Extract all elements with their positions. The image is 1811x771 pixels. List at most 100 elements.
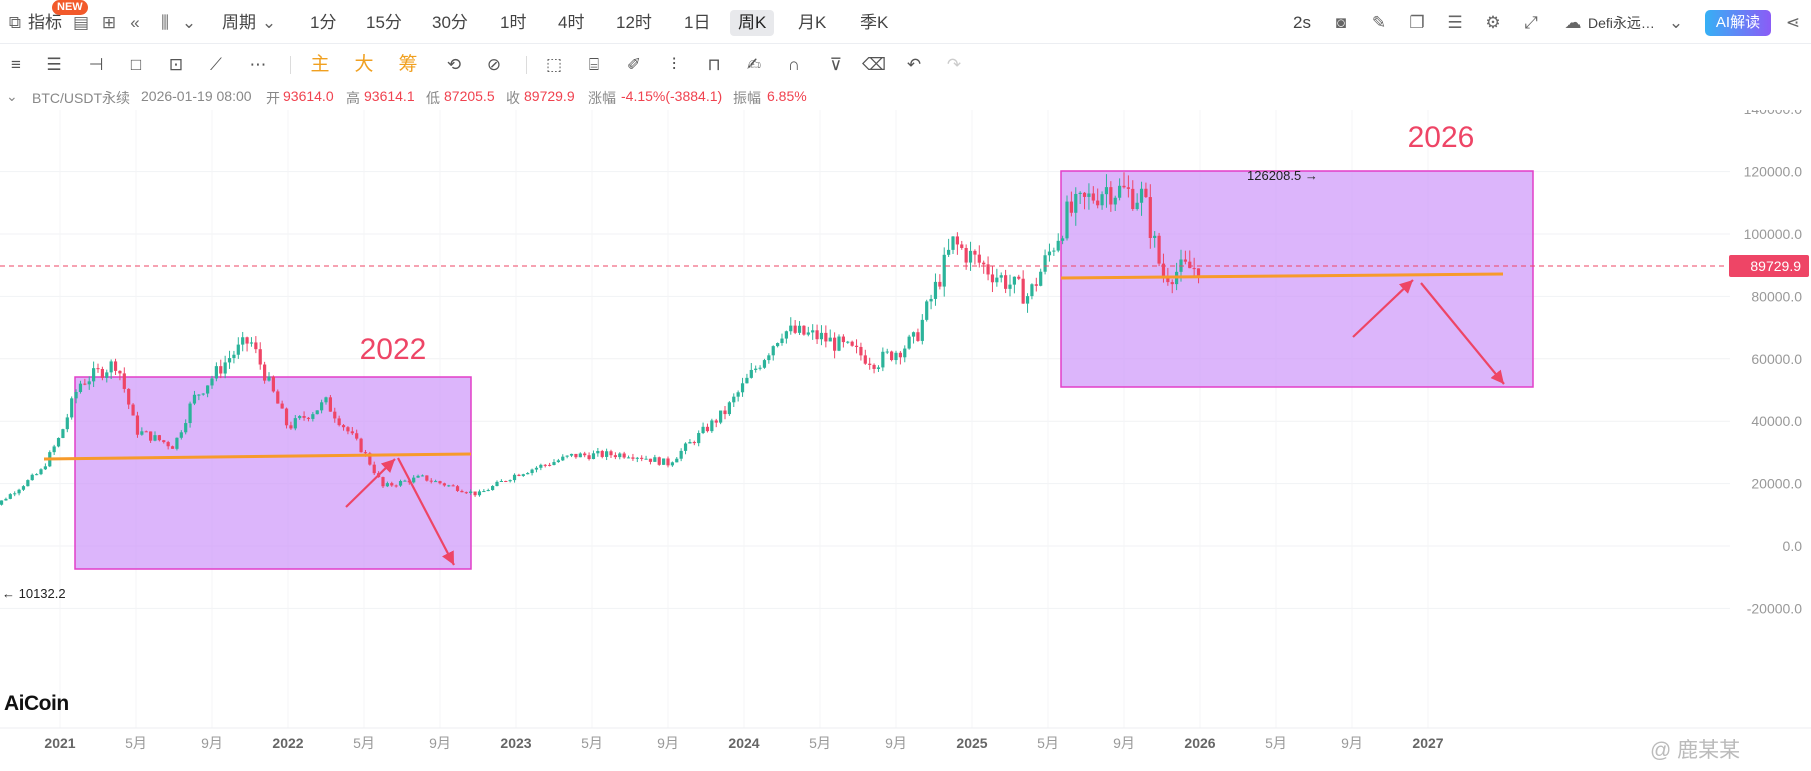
refresh-interval[interactable]: 2s [1293,13,1311,32]
candle-body [701,426,705,434]
x-tick-label: 2026 [1184,735,1215,751]
candle-body [894,352,898,361]
period-dropdown[interactable]: 周期 [222,13,256,32]
top-toolbar: ⧉ 指标 NEW ▤ ⊞ « ⫼ ⌄ 周期 ⌄ 1分 15分 30分 1时 4时… [0,0,1811,44]
candle-body [1109,187,1113,205]
settings-icon[interactable]: ⚙ [1485,13,1501,32]
trendline-icon[interactable]: ⟋ [210,55,222,74]
candle-body [499,480,503,482]
candle-body [548,464,552,466]
low-value: 87205.5 [444,88,495,104]
timeframe-1m[interactable]: 1分 [310,13,337,32]
candle-body [784,331,788,339]
camera-icon[interactable]: ◙ [1335,13,1347,32]
brush-icon[interactable]: ✐ [626,55,642,74]
candle-body [210,378,214,386]
timeframe-15m[interactable]: 15分 [366,13,402,32]
price-chart[interactable]: 2022 2026 126208.5 → ← 10132.2 89729.9 14000… [0,110,1811,771]
candle-body [1157,235,1161,264]
chevron-down-icon[interactable]: ⌄ [181,13,197,32]
note-icon[interactable]: ✍ [746,55,762,74]
timeframe-1mo[interactable]: 月K [798,13,827,32]
candle-body [223,362,227,374]
rewind-icon[interactable]: « [130,13,140,32]
cloud-icon[interactable]: ☁ [1564,13,1582,32]
copy-icon[interactable]: ❐ [1409,13,1425,32]
candle-body [403,480,407,482]
candle-body [1113,197,1117,205]
fullscreen-icon[interactable]: ⤢ [1524,13,1538,32]
lock-icon[interactable]: ⊓ [707,55,721,74]
ruler-icon[interactable]: ⌸ [588,55,600,74]
indicator-icon[interactable]: ⧉ [8,13,22,32]
hide-drawings-icon[interactable]: ⊘ [486,55,502,74]
candle-body [381,477,385,487]
list-icon[interactable]: ☰ [1447,13,1463,32]
new-badge: NEW [52,0,88,15]
defi-selector[interactable]: Defi永远… [1588,15,1655,31]
candle-body [289,425,293,429]
chevron-down-icon[interactable]: ⌄ [1668,13,1684,32]
candle-body [469,491,473,494]
ai-draw-icon[interactable]: ⟲ [446,55,462,74]
collapse-icon[interactable]: ⌄ [6,88,18,104]
undo-icon[interactable]: ↶ [906,55,922,74]
timeframe-30m[interactable]: 30分 [432,13,468,32]
big-order-button[interactable]: 大 [354,54,374,75]
candle-body [372,464,376,474]
layout-icon[interactable]: ⊞ [101,13,117,32]
template-icon[interactable]: ▤ [72,13,90,32]
candle-body [473,491,477,496]
menu-icon[interactable]: ≡ [11,55,21,74]
ai-interpret-button[interactable]: AI解读 [1705,10,1771,36]
x-tick-label: 2024 [728,735,759,751]
pen-icon[interactable]: ✎ [1371,13,1387,32]
trash-icon[interactable]: ⌫ [862,55,887,74]
candle-body [74,391,78,399]
chart-type-icon[interactable]: ⫼ [161,13,169,32]
timeframe-quarter[interactable]: 季K [860,13,889,32]
more-icon[interactable]: ⋯ [249,55,267,74]
candle-body [179,432,183,438]
candle-body [1030,284,1034,297]
candle-body [451,485,455,487]
candle-body [968,250,973,263]
candle-body [1017,276,1021,279]
candle-body [455,486,460,491]
annotation-2022: 2022 [360,333,427,366]
redo-icon[interactable]: ↷ [946,55,962,74]
chips-button[interactable]: 筹 [398,54,418,75]
chevron-down-icon[interactable]: ⌄ [261,13,277,32]
candle-body [1056,240,1060,251]
hlines-icon[interactable]: ☰ [46,55,62,74]
timeframe-1h[interactable]: 1时 [500,13,527,32]
aicoin-logo: AiCoin [4,692,69,715]
timeframe-1d[interactable]: 1日 [684,13,711,32]
main-chart-button[interactable]: 主 [310,54,330,75]
timeframe-12h[interactable]: 12时 [616,13,652,32]
up-arrow-2022 [345,458,396,508]
timeframe-1w[interactable]: 周K [730,10,775,36]
indicators-button[interactable]: 指标 [28,13,62,32]
candle-body [1021,278,1025,304]
candle-body [355,433,359,439]
x-tick-label: 5月 [1037,735,1059,751]
ray-icon[interactable]: ⊣ [88,55,104,74]
candle-body [1188,261,1192,269]
frame-icon[interactable]: ⊡ [168,55,184,74]
candle-body [657,457,661,465]
candle-body [17,489,21,494]
rectangle-icon[interactable]: □ [130,55,142,74]
share-icon[interactable]: ⋖ [1785,13,1801,32]
candle-body [583,453,587,456]
timeframe-4h[interactable]: 4时 [558,13,585,32]
close-value: 89729.9 [524,88,575,104]
magnet-icon[interactable]: ∩ [787,55,801,74]
filter-icon[interactable]: ⊽ [829,55,843,74]
candle-icon[interactable]: ⫶ [671,55,677,74]
candle-body [83,383,87,385]
candle-body [683,443,688,451]
candle-body [552,462,556,466]
cursor-icon[interactable]: ⬚ [545,55,563,74]
candle-body [605,451,609,457]
